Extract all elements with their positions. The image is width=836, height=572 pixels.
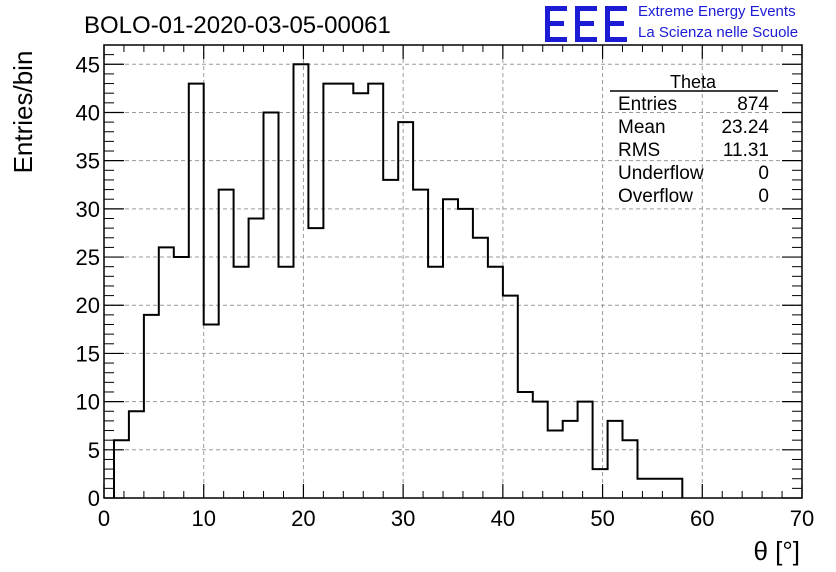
y-tick-label: 0 — [88, 486, 100, 511]
y-tick-label: 35 — [76, 149, 100, 174]
x-tick-label: 70 — [790, 506, 814, 531]
y-tick-labels: 0 5 10 15 20 25 30 35 40 45 — [76, 52, 100, 511]
stats-label-rms: RMS — [618, 140, 660, 161]
stats-value-entries: 874 — [737, 94, 769, 115]
stats-label-entries: Entries — [618, 94, 677, 115]
y-tick-label: 5 — [88, 438, 100, 463]
stats-box: Theta Entries 874 Mean 23.24 RMS 11.31 U… — [610, 72, 778, 207]
x-tick-label: 60 — [690, 506, 714, 531]
x-tick-labels: 0 10 20 30 40 50 60 70 — [98, 506, 814, 531]
plot-frame — [103, 44, 803, 499]
logo-line-1: Extreme Energy Events — [638, 3, 796, 20]
y-tick-label: 45 — [76, 52, 100, 77]
x-tick-label: 50 — [590, 506, 614, 531]
y-tick-label: 30 — [76, 197, 100, 222]
y-tick-label: 15 — [76, 341, 100, 366]
stats-value-rms: 11.31 — [723, 140, 769, 161]
x-tick-label: 0 — [98, 506, 110, 531]
y-tick-label: 40 — [76, 100, 100, 125]
histogram-outline — [113, 63, 684, 498]
stats-label-mean: Mean — [618, 117, 666, 138]
y-tick-label: 20 — [76, 293, 100, 318]
chart-title: BOLO-01-2020-03-05-00061 — [84, 12, 391, 39]
axis-ticks — [103, 45, 803, 499]
x-tick-label: 40 — [491, 506, 515, 531]
x-axis-label: θ [°] — [753, 536, 800, 566]
logo-line-2: La Scienza nelle Scuole — [638, 24, 799, 41]
y-tick-label: 10 — [76, 390, 100, 415]
x-tick-label: 20 — [291, 506, 315, 531]
stats-value-underflow: 0 — [758, 163, 769, 184]
x-tick-label: 30 — [391, 506, 415, 531]
stats-title: Theta — [670, 72, 717, 92]
stats-label-overflow: Overflow — [618, 186, 693, 207]
stats-value-overflow: 0 — [758, 186, 769, 207]
y-axis-label: Entries/bin — [8, 51, 38, 174]
x-tick-label: 10 — [191, 506, 215, 531]
y-tick-label: 25 — [76, 245, 100, 270]
stats-label-underflow: Underflow — [618, 163, 704, 184]
stats-value-mean: 23.24 — [721, 117, 769, 138]
eee-logo — [545, 6, 627, 42]
